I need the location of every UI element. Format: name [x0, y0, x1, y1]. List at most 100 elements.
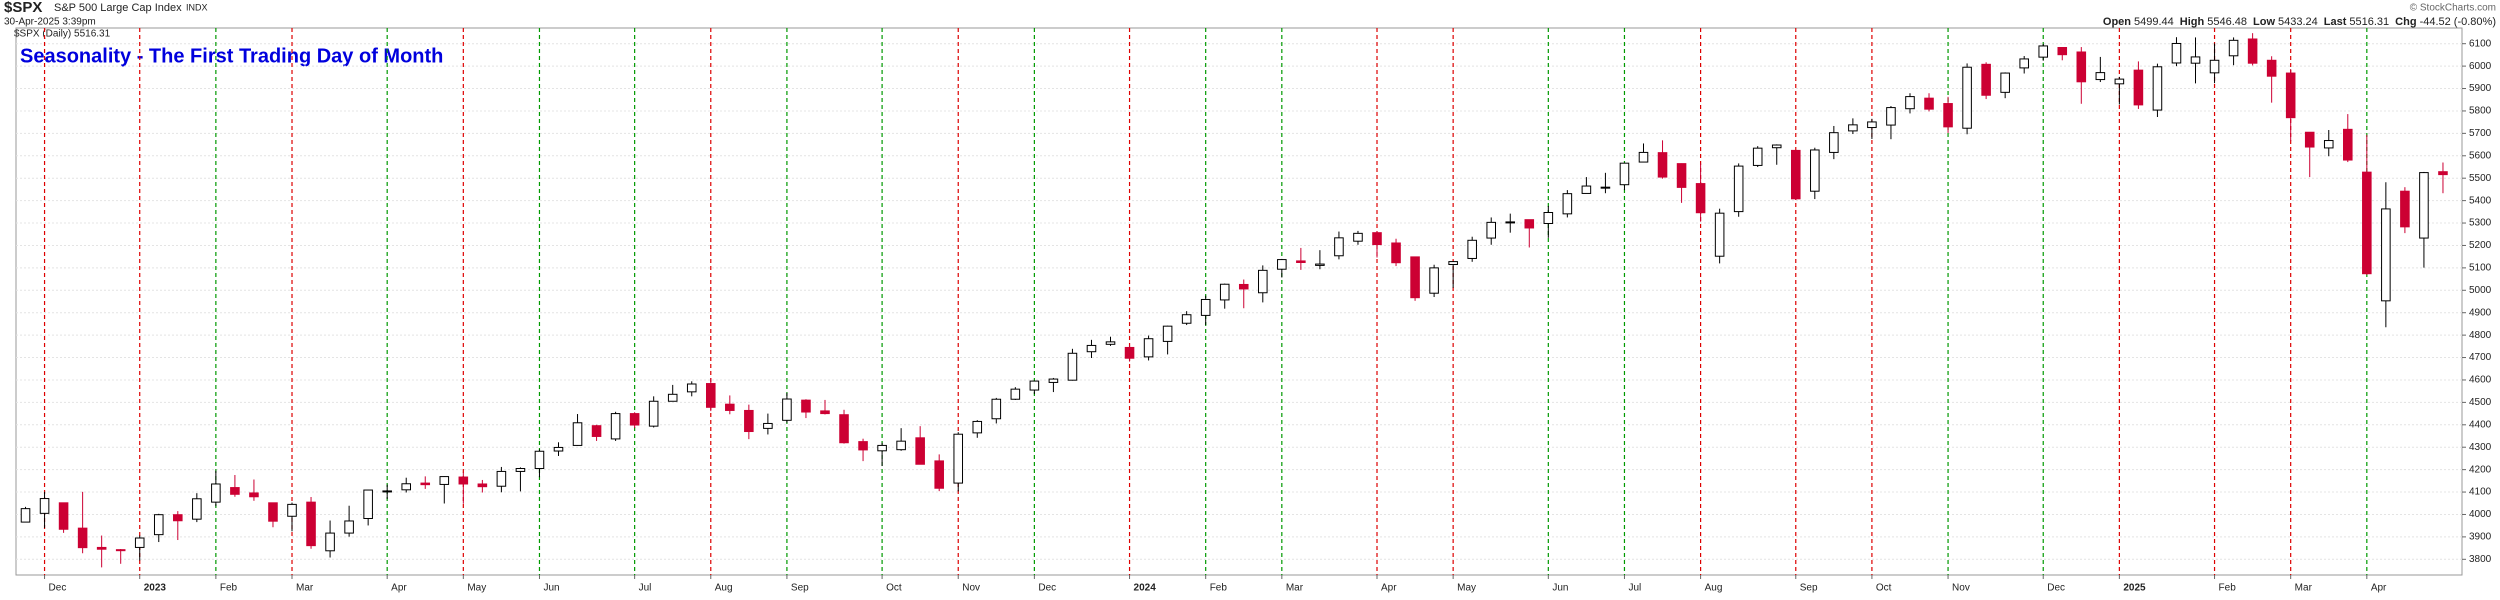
- y-tick-label: 4300: [2469, 442, 2492, 453]
- candle-body: [1353, 232, 1363, 242]
- x-tick-label: Sep: [791, 583, 809, 594]
- candle-body: [1905, 96, 1915, 110]
- candle-body: [77, 527, 88, 549]
- candle-body: [173, 514, 183, 522]
- quote-value: 5546.48: [2207, 16, 2247, 28]
- candle-body: [458, 476, 469, 485]
- candle-body: [934, 460, 944, 489]
- candle-body: [763, 422, 773, 429]
- candle-body: [1143, 338, 1154, 358]
- candle-body: [192, 498, 202, 520]
- candle-body: [211, 483, 221, 503]
- x-tick-label: 2023: [144, 583, 167, 594]
- candle-body: [1962, 66, 1972, 129]
- x-tick-label: 2025: [2123, 583, 2146, 594]
- candle-body: [2323, 140, 2334, 149]
- y-tick-label: 5200: [2469, 240, 2492, 251]
- candle-body: [2095, 72, 2106, 81]
- candle-body: [629, 413, 640, 426]
- candle-body: [39, 498, 50, 514]
- candle-body: [1657, 152, 1668, 178]
- candle-body: [2247, 38, 2258, 64]
- candle-body: [2057, 47, 2068, 56]
- candle-body: [896, 440, 906, 451]
- candle-body: [2304, 131, 2315, 148]
- candle-body: [1181, 314, 1192, 324]
- x-tick-label: Aug: [1705, 583, 1723, 594]
- x-tick-label: Oct: [1876, 583, 1892, 594]
- candle-body: [2171, 42, 2182, 64]
- candle-body: [134, 537, 145, 548]
- candle-body: [2381, 208, 2391, 302]
- x-tick-label: Apr: [1381, 583, 1397, 594]
- candle-body: [2400, 190, 2410, 228]
- candle-body: [2285, 72, 2296, 119]
- x-tick-label: Jul: [639, 583, 652, 594]
- credit: © StockCharts.com: [2410, 3, 2496, 14]
- candle-body: [1714, 212, 1725, 257]
- candle-body: [667, 393, 678, 402]
- candle-body: [20, 508, 31, 523]
- candle-body: [1334, 237, 1344, 257]
- index-name: S&P 500 Large Cap Index: [54, 2, 182, 14]
- y-tick-label: 5500: [2469, 173, 2492, 184]
- x-tick-label: Feb: [1210, 583, 1228, 594]
- candle-body: [115, 549, 126, 552]
- candle-body: [610, 413, 621, 440]
- x-tick-label: Dec: [2047, 583, 2065, 594]
- y-tick-label: 5700: [2469, 128, 2492, 139]
- candle-body: [534, 450, 545, 470]
- candle-body: [1086, 344, 1097, 353]
- candle-body: [1429, 267, 1439, 294]
- x-tick-label: Jul: [1628, 583, 1641, 594]
- candle-body: [2019, 58, 2029, 69]
- candle-body: [2133, 69, 2144, 106]
- y-tick-label: 4100: [2469, 487, 2492, 498]
- quote-value: -44.52 (-0.80%): [2420, 16, 2496, 28]
- chart-title: Seasonality - The First Trading Day of M…: [20, 45, 443, 67]
- candle-body: [1391, 242, 1401, 264]
- candle-body: [2438, 171, 2448, 176]
- candle-body: [1048, 378, 1059, 383]
- candle-body: [1162, 325, 1173, 342]
- x-tick-label: Apr: [391, 583, 407, 594]
- candle-body: [1733, 165, 1744, 213]
- candle-body: [705, 383, 716, 408]
- x-tick-label: Nov: [1952, 583, 1970, 594]
- candle-body: [496, 470, 507, 487]
- x-tick-label: Jun: [543, 583, 559, 594]
- candle-body: [1258, 269, 1268, 294]
- candle-body: [344, 520, 354, 534]
- candle-body: [686, 383, 697, 393]
- y-tick-label: 3900: [2469, 532, 2492, 543]
- candle-body: [1771, 144, 1782, 149]
- x-tick-label: Sep: [1800, 583, 1818, 594]
- quote-value: 5516.31: [2349, 16, 2389, 28]
- x-tick-label: Dec: [49, 583, 67, 594]
- candle-body: [801, 399, 811, 413]
- x-tick-label: May: [467, 583, 486, 594]
- candle-body: [782, 398, 792, 421]
- x-tick-label: Feb: [2219, 583, 2237, 594]
- candle-body: [1543, 212, 1554, 224]
- quote-label: Open: [2103, 16, 2131, 28]
- candle-body: [1010, 388, 1021, 400]
- y-tick-label: 5300: [2469, 218, 2492, 229]
- quote-label: Chg: [2395, 16, 2416, 28]
- candle-body: [2362, 171, 2372, 275]
- candle-body: [1296, 260, 1306, 263]
- candle-body: [420, 482, 431, 486]
- candle-body: [1752, 147, 1763, 166]
- y-tick-label: 4900: [2469, 307, 2492, 318]
- candle-body: [858, 441, 868, 451]
- candle-body: [1105, 341, 1116, 345]
- y-tick-label: 4400: [2469, 419, 2492, 430]
- candle-body: [725, 403, 735, 411]
- candle-body: [1372, 232, 1382, 246]
- candle-body: [953, 433, 964, 484]
- candle-body: [1448, 261, 1458, 266]
- candle-body: [439, 476, 450, 485]
- x-tick-label: Mar: [2295, 583, 2313, 594]
- x-tick-label: Apr: [2371, 583, 2387, 594]
